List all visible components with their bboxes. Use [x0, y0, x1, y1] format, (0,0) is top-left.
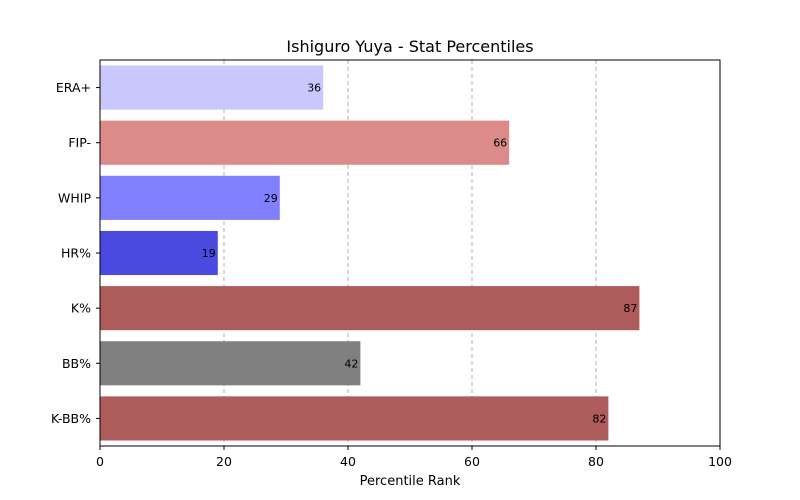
y-tick-label: FIP-: [68, 135, 91, 150]
bar-value-label: 29: [264, 192, 278, 205]
bar-value-label: 19: [202, 247, 216, 260]
bar-value-labels: 36 66 29 19 87 42 82: [202, 82, 638, 426]
x-tick-label: 80: [588, 454, 604, 469]
bar-era-: [100, 65, 324, 110]
bar-hr-: [100, 230, 218, 276]
bar-value-label: 87: [623, 302, 637, 315]
x-tick-label: 0: [96, 454, 104, 469]
bar-value-label: 36: [307, 82, 321, 95]
y-tick-label: ERA+: [56, 80, 91, 95]
y-tick-label: K%: [71, 301, 91, 316]
y-tick-label: K-BB%: [51, 411, 91, 426]
x-axis-label: Percentile Rank: [360, 474, 461, 489]
x-tick-label: 40: [340, 454, 356, 469]
y-tick-label: HR%: [61, 246, 91, 261]
bar-value-label: 82: [592, 412, 606, 425]
chart-title: Ishiguro Yuya - Stat Percentiles: [286, 37, 533, 56]
bar-value-label: 42: [344, 357, 358, 370]
x-tick-label: 20: [216, 454, 232, 469]
x-axis-ticks: 0 20 40 60 80 100: [96, 446, 732, 469]
bar-k-: [100, 286, 640, 331]
bar-value-label: 66: [493, 137, 507, 150]
bars: [100, 65, 640, 441]
bar-whip: [100, 175, 280, 220]
bar-fip-: [100, 120, 510, 165]
y-tick-label: BB%: [62, 356, 91, 371]
x-tick-label: 60: [464, 454, 480, 469]
y-axis-ticks: ERA+ FIP- WHIP HR% K% BB% K-BB%: [51, 80, 100, 426]
bar-bb-: [100, 341, 361, 386]
y-tick-label: WHIP: [58, 190, 91, 205]
x-tick-label: 100: [708, 454, 732, 469]
grid-lines: [223, 60, 597, 446]
bar-k-bb-: [100, 396, 609, 441]
